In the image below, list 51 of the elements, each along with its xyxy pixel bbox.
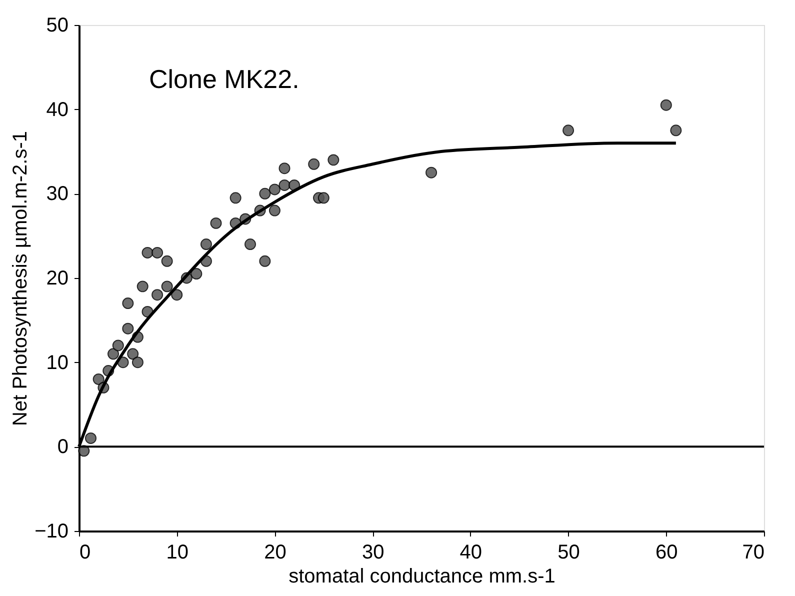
point: [328, 154, 340, 166]
point: [112, 340, 124, 352]
point: [670, 124, 682, 136]
x-tick-label: 70: [742, 542, 764, 564]
point: [268, 184, 280, 196]
point: [278, 162, 290, 174]
x-tick-label: 60: [656, 542, 678, 564]
point: [142, 246, 154, 258]
point: [152, 289, 164, 301]
point: [152, 246, 164, 258]
point: [426, 166, 438, 178]
y-tick-label: 30: [46, 183, 68, 206]
point: [85, 432, 96, 444]
x-tick-label: 30: [362, 542, 384, 564]
point: [161, 255, 173, 267]
point: [244, 238, 256, 250]
point: [268, 204, 280, 216]
point: [562, 124, 574, 136]
x-tick-label: 50: [558, 542, 580, 564]
point: [127, 348, 139, 360]
point: [92, 373, 104, 385]
point: [190, 268, 202, 280]
x-tick-label: 10: [166, 542, 188, 564]
point: [278, 180, 290, 191]
point: [200, 238, 212, 250]
point: [132, 356, 144, 368]
x-tick-label: 0: [80, 542, 91, 564]
point: [660, 99, 672, 111]
y-tick-label: 50: [46, 14, 68, 36]
point: [108, 348, 119, 360]
y-tick-label: 20: [46, 268, 68, 290]
x-axis-title: stomatal conductance mm.s-1: [288, 566, 556, 588]
point: [259, 255, 271, 267]
point: [136, 280, 148, 292]
y-tick-label: −10: [34, 520, 68, 542]
point: [308, 158, 320, 170]
x-tick-label: 20: [264, 542, 286, 564]
point: [259, 188, 271, 200]
annotation: Clone MK22.: [149, 64, 300, 94]
point: [122, 298, 134, 310]
y-tick-label: 10: [46, 352, 68, 374]
point: [161, 280, 173, 292]
point: [230, 192, 242, 204]
y-axis-title: Net Photosynthesis µmol.m-2.s-1: [10, 131, 32, 426]
point: [122, 322, 134, 334]
point: [318, 192, 330, 204]
y-tick-label: 40: [46, 98, 68, 121]
point: [171, 289, 183, 301]
y-tick-label: 0: [57, 436, 68, 458]
x-tick-label: 40: [460, 542, 482, 564]
point: [210, 217, 222, 229]
